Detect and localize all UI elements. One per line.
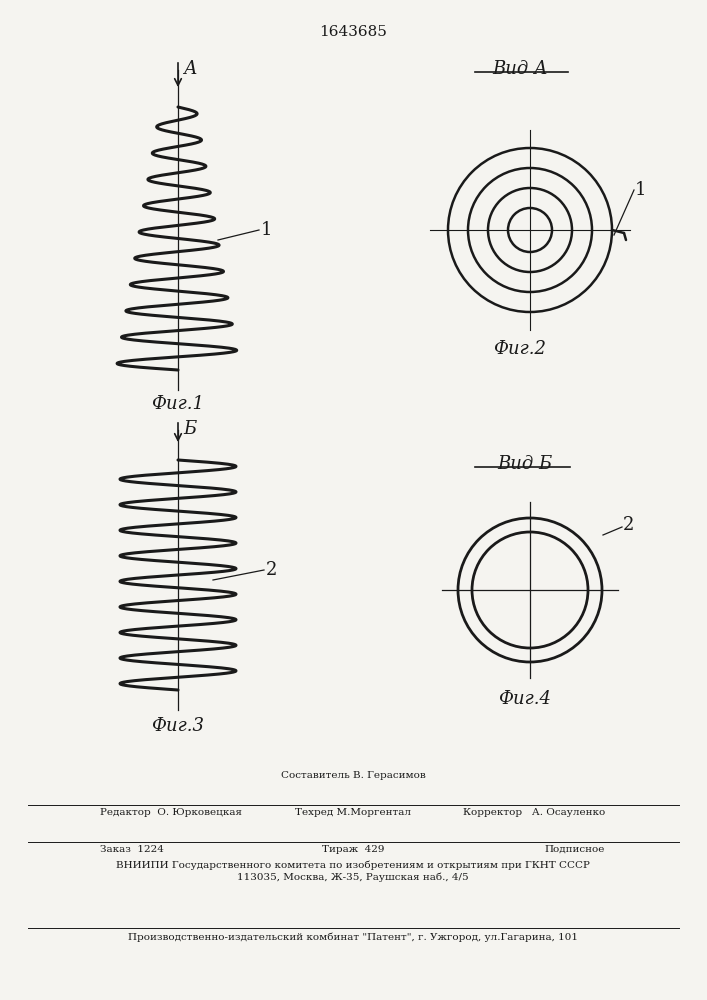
Text: Производственно-издательский комбинат "Патент", г. Ужгород, ул.Гагарина, 101: Производственно-издательский комбинат "П… [128,933,578,942]
Text: Заказ  1224: Заказ 1224 [100,845,164,854]
Text: 2: 2 [266,561,277,579]
Text: Фиг.1: Фиг.1 [151,395,204,413]
Text: Вид Б: Вид Б [498,455,553,473]
Text: Корректор   А. Осауленко: Корректор А. Осауленко [463,808,605,817]
Text: Вид А: Вид А [492,60,548,78]
Text: Подписное: Подписное [544,845,605,854]
Text: Составитель В. Герасимов: Составитель В. Герасимов [281,771,426,780]
Text: 2: 2 [623,516,634,534]
Text: Фиг.2: Фиг.2 [493,340,547,358]
Text: 113035, Москва, Ж-35, Раушская наб., 4/5: 113035, Москва, Ж-35, Раушская наб., 4/5 [237,872,469,882]
Text: Фиг.3: Фиг.3 [151,717,204,735]
Text: ВНИИПИ Государственного комитета по изобретениям и открытиям при ГКНТ СССР: ВНИИПИ Государственного комитета по изоб… [116,860,590,869]
Text: Техред М.Моргентал: Техред М.Моргентал [295,808,411,817]
Text: Б: Б [183,420,197,438]
Text: 1: 1 [635,181,646,199]
Text: Редактор  О. Юрковецкая: Редактор О. Юрковецкая [100,808,242,817]
Text: 1: 1 [261,221,272,239]
Text: 1643685: 1643685 [319,25,387,39]
Text: А: А [183,60,197,78]
Text: Тираж  429: Тираж 429 [322,845,384,854]
Text: Фиг.4: Фиг.4 [498,690,551,708]
